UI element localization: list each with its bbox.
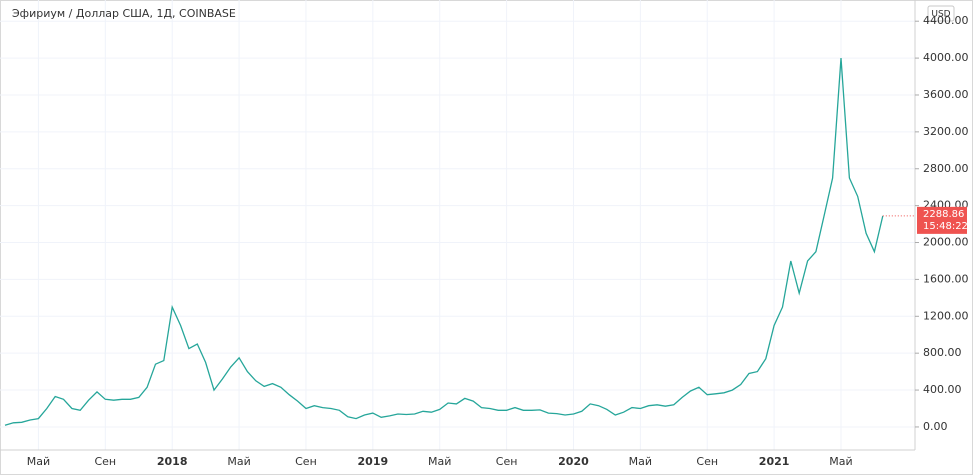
x-tick-label: Май <box>227 455 250 468</box>
x-tick-label: Сен <box>496 455 518 468</box>
x-tick-label: Май <box>428 455 451 468</box>
grid <box>0 0 915 450</box>
x-tick-label: Сен <box>696 455 718 468</box>
x-tick-label: 2019 <box>358 455 389 468</box>
x-tick-label: 2018 <box>157 455 188 468</box>
y-tick-label: 2800.00 <box>923 162 969 175</box>
y-tick-label: 2000.00 <box>923 236 969 249</box>
y-tick-label: 4000.00 <box>923 51 969 64</box>
y-tick-label: 4400.00 <box>923 14 969 27</box>
x-tick-label: Май <box>629 455 652 468</box>
y-tick-label: 1600.00 <box>923 272 969 285</box>
chart-title: Эфириум / Доллар США, 1Д, COINBASE <box>12 7 236 20</box>
y-tick-label: 800.00 <box>923 346 962 359</box>
currency-box[interactable] <box>927 5 955 22</box>
x-tick-label: 2021 <box>759 455 790 468</box>
x-tick-label: Май <box>829 455 852 468</box>
y-tick-label: 1200.00 <box>923 309 969 322</box>
last-price-box <box>917 206 967 234</box>
x-tick-label: Сен <box>94 455 116 468</box>
x-tick-label: Май <box>27 455 50 468</box>
y-tick-label: 3200.00 <box>923 125 969 138</box>
price-line <box>4 58 884 426</box>
y-tick-label: 400.00 <box>923 383 962 396</box>
currency[interactable]: USD <box>931 10 950 20</box>
y-tick-label: 3600.00 <box>923 88 969 101</box>
x-tick-label: Сен <box>295 455 317 468</box>
y-tick-label: 0.00 <box>923 420 948 433</box>
last-price-label: 2288.86 <box>923 209 964 220</box>
countdown: 15:48:22 <box>923 221 968 232</box>
x-tick-label: 2020 <box>558 455 589 468</box>
